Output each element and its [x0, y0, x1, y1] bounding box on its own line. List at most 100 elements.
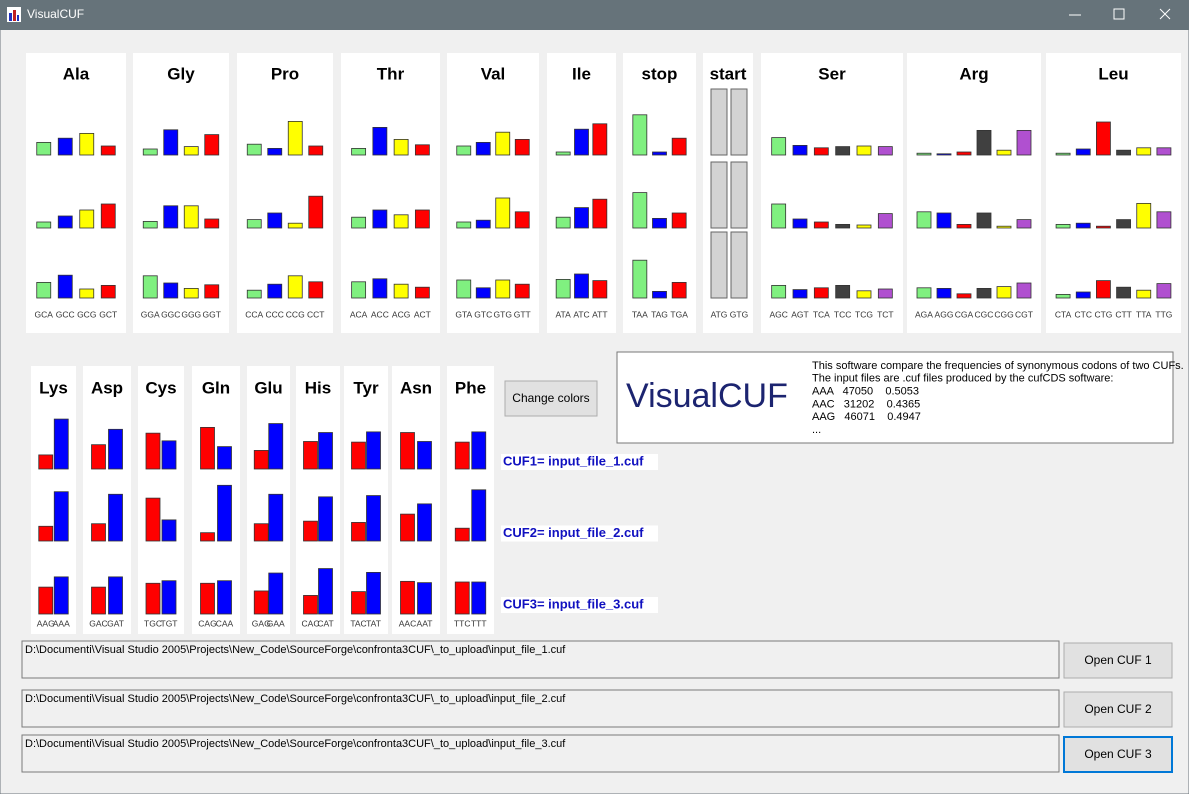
bar	[592, 198, 608, 229]
panel-title: Ile	[572, 64, 591, 83]
info-text: This software compare the frequencies of…	[812, 360, 1184, 372]
codon-label: GAG	[252, 618, 271, 628]
codon-label: GAA	[267, 618, 285, 628]
close-button[interactable]	[1159, 8, 1171, 20]
codon-label: GCT	[99, 309, 117, 319]
bar	[393, 214, 409, 229]
bar	[976, 212, 992, 229]
bar	[217, 484, 232, 542]
file-path: D:\Documenti\Visual Studio 2005\Projects…	[25, 693, 566, 705]
bar	[200, 426, 215, 470]
bar	[183, 146, 199, 156]
bar	[1156, 211, 1172, 229]
codon-label: CCT	[307, 309, 324, 319]
title-bar	[0, 0, 1189, 30]
codon-label: TCG	[855, 309, 873, 319]
bar	[53, 491, 69, 542]
bar	[1096, 225, 1111, 229]
bar	[792, 289, 808, 299]
open-button[interactable]	[1063, 736, 1173, 773]
bar	[856, 290, 872, 299]
bar	[771, 284, 787, 299]
bar	[956, 223, 972, 229]
bar	[366, 572, 381, 615]
bar	[372, 278, 388, 299]
bar	[456, 279, 472, 299]
bar	[471, 431, 487, 470]
bar	[916, 287, 932, 299]
panel-title: Leu	[1098, 64, 1128, 83]
bar	[108, 493, 123, 542]
bar	[351, 147, 367, 156]
bar	[454, 441, 470, 470]
placeholder-bar	[710, 231, 728, 299]
bar	[100, 145, 116, 156]
bar	[555, 216, 571, 229]
codon-label: ATC	[573, 309, 589, 319]
codon-label: GTA	[455, 309, 472, 319]
bar	[514, 211, 530, 229]
placeholder-bar	[730, 161, 748, 229]
bar	[996, 225, 1012, 229]
open-button[interactable]	[1063, 642, 1173, 679]
codon-label: TGA	[670, 309, 688, 319]
codon-label: GCC	[56, 309, 75, 319]
bar	[161, 519, 177, 542]
bar	[366, 431, 381, 470]
codon-label: AGG	[935, 309, 954, 319]
codon-label: GTC	[474, 309, 492, 319]
bar	[79, 132, 95, 156]
bar	[592, 123, 608, 156]
info-text: ...	[812, 424, 821, 436]
button-label: Change colors	[512, 391, 589, 405]
bar	[417, 441, 432, 470]
codon-label: TCT	[877, 309, 894, 319]
panel-title: Gly	[167, 64, 195, 83]
bar	[91, 444, 106, 470]
bar	[652, 151, 667, 156]
bar	[79, 209, 95, 229]
change-colors-button[interactable]	[504, 380, 598, 417]
bar	[856, 145, 872, 156]
bar	[57, 137, 73, 156]
codon-label: ACT	[414, 309, 431, 319]
file-path-box[interactable]	[21, 734, 1060, 773]
open-button[interactable]	[1063, 691, 1173, 728]
bar	[183, 205, 199, 229]
bar	[792, 144, 808, 156]
bar	[351, 441, 366, 470]
bar	[632, 114, 648, 156]
codon-label: AAT	[417, 618, 433, 628]
bar	[1016, 129, 1032, 156]
codon-label: CTG	[1094, 309, 1112, 319]
bar	[771, 137, 787, 156]
bar	[456, 145, 472, 156]
codon-label: CTC	[1075, 309, 1092, 319]
bar	[318, 432, 333, 470]
maximize-button[interactable]	[1113, 8, 1125, 20]
bar	[351, 522, 366, 542]
bar	[91, 586, 106, 615]
bar	[514, 283, 530, 299]
codon-label: CGG	[994, 309, 1013, 319]
codon-label: GGT	[203, 309, 221, 319]
codon-label: TCC	[834, 309, 851, 319]
panel-title: Gln	[202, 378, 230, 397]
bar	[956, 151, 972, 156]
bar	[671, 281, 687, 299]
file-path-box[interactable]	[21, 640, 1060, 679]
bar	[555, 151, 571, 156]
button-label: Open CUF 2	[1084, 702, 1152, 716]
file-path-box[interactable]	[21, 689, 1060, 728]
panel	[31, 366, 76, 634]
bar	[100, 203, 116, 229]
bar	[308, 195, 324, 229]
bar	[142, 220, 158, 229]
button-label: Open CUF 1	[1084, 653, 1152, 667]
bar	[100, 284, 116, 299]
bar	[475, 287, 491, 299]
bar	[976, 287, 992, 299]
bar	[253, 590, 269, 615]
info-text: The input files are .cuf files produced …	[812, 373, 1113, 385]
bar	[204, 134, 220, 156]
